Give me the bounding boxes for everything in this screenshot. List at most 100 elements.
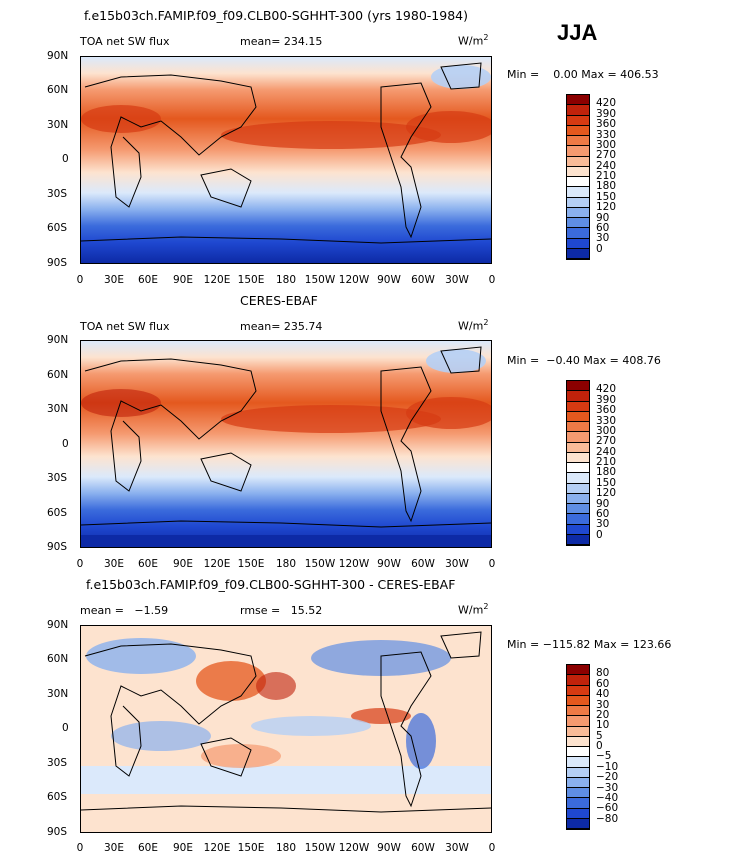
colorbar-label: 420 (596, 97, 617, 110)
colorbar-swatch (567, 452, 589, 463)
lat-label: 90S (47, 826, 68, 838)
colorbar-swatch (567, 197, 589, 208)
colorbar-label: 180 (596, 466, 617, 479)
lon-label: 120E (203, 274, 231, 286)
lat-label: 90S (47, 541, 68, 553)
lat-label: 0 (62, 438, 69, 450)
lon-label: 150E (237, 558, 265, 570)
colorbar-label: −10 (596, 760, 619, 773)
colorbar-swatch (567, 95, 589, 106)
panel-2-field (81, 341, 491, 547)
panel-3-mean-label: mean = −1.59 (80, 604, 169, 617)
lon-label: 150W (304, 274, 336, 286)
panel-2-units: W/m2 (458, 318, 489, 333)
lon-label: 60E (138, 274, 158, 286)
lon-label: 90E (173, 842, 193, 854)
colorbar-swatch (567, 228, 589, 239)
panel-2-variable-label: TOA net SW flux (80, 320, 170, 333)
colorbar-label: 420 (596, 383, 617, 396)
colorbar-label: 120 (596, 487, 617, 500)
colorbar-swatch (567, 514, 589, 525)
lon-label: 180 (275, 558, 297, 570)
colorbar-swatch (567, 238, 589, 249)
colorbar-swatch (567, 463, 589, 474)
colorbar-label: −30 (596, 781, 619, 794)
lon-label: 150E (237, 842, 265, 854)
lon-label: 30E (104, 558, 124, 570)
colorbar-label: 390 (596, 393, 617, 406)
lon-label: 30W (445, 558, 469, 570)
colorbar-label: 150 (596, 190, 617, 203)
lat-label: 60S (47, 222, 68, 234)
colorbar-label: 0 (596, 242, 603, 255)
colorbar-label: 60 (596, 677, 610, 690)
colorbar-label: 360 (596, 404, 617, 417)
lat-label: 90N (47, 619, 69, 631)
colorbar-label: 270 (596, 435, 617, 448)
colorbar-label: 210 (596, 170, 617, 182)
colorbar-label: 120 (596, 201, 617, 214)
colorbar-label: 90 (596, 211, 610, 224)
panel-3-minmax: Min = −115.82 Max = 123.66 (507, 638, 672, 651)
lat-label: 60N (47, 84, 69, 96)
colorbar-swatch (567, 685, 589, 696)
colorbar-swatch (567, 777, 589, 788)
colorbar-label: 30 (596, 232, 610, 245)
lon-label: 0 (488, 274, 496, 286)
panel-1-minmax: Min = 0.00 Max = 406.53 (507, 68, 659, 81)
lon-label: 0 (76, 842, 84, 854)
panel-3-coastlines (81, 631, 491, 813)
panel-1-title: f.e15b03ch.FAMIP.f09_f09.CLB00-SGHHT-300… (84, 8, 468, 23)
lon-label: 120E (203, 558, 231, 570)
colorbar-label: 10 (596, 719, 610, 732)
lon-label: 120W (338, 274, 370, 286)
panel-2-title: CERES-EBAF (240, 293, 318, 308)
colorbar-swatch (567, 808, 589, 819)
lon-label: 150W (304, 558, 336, 570)
colorbar-label: 300 (596, 424, 617, 437)
panel-1-colorbar (566, 94, 590, 260)
panel-1-map (80, 56, 492, 264)
colorbar-swatch (567, 146, 589, 157)
lon-label: 90W (377, 558, 401, 570)
lon-label: 0 (76, 558, 84, 570)
lat-label: 30N (47, 119, 69, 131)
colorbar-swatch (567, 411, 589, 422)
colorbar-label: 60 (596, 221, 610, 234)
panel-2-map (80, 340, 492, 548)
lat-label: 60N (47, 369, 69, 381)
colorbar-swatch (567, 422, 589, 433)
colorbar-swatch (567, 218, 589, 229)
lon-label: 120W (338, 842, 370, 854)
colorbar-swatch (567, 115, 589, 126)
panel-1-field (81, 57, 491, 263)
lon-label: 90W (377, 274, 401, 286)
colorbar-swatch (567, 534, 589, 545)
lon-label: 30W (445, 274, 469, 286)
colorbar-label: 90 (596, 497, 610, 510)
lon-label: 30E (104, 274, 124, 286)
lon-label: 120W (338, 558, 370, 570)
colorbar-swatch (567, 156, 589, 167)
lat-label: 90N (47, 50, 69, 62)
colorbar-swatch (567, 726, 589, 737)
colorbar-label: 150 (596, 476, 617, 489)
panel-1-coastlines (81, 62, 491, 244)
season-label: JJA (557, 20, 598, 45)
colorbar-label: 330 (596, 128, 617, 141)
lat-label: 30N (47, 688, 69, 700)
colorbar-label: 300 (596, 138, 617, 151)
colorbar-label: 240 (596, 159, 617, 172)
colorbar-label: 60 (596, 507, 610, 520)
colorbar-swatch (567, 125, 589, 136)
lat-label: 30S (47, 472, 68, 484)
colorbar-swatch (567, 788, 589, 799)
lat-label: 60S (47, 507, 68, 519)
colorbar-swatch (567, 706, 589, 717)
colorbar-label: −5 (596, 750, 612, 763)
colorbar-swatch (567, 442, 589, 453)
lat-label: 30S (47, 188, 68, 200)
panel-3-units: W/m2 (458, 602, 489, 617)
colorbar-swatch (567, 401, 589, 412)
lon-label: 90E (173, 558, 193, 570)
